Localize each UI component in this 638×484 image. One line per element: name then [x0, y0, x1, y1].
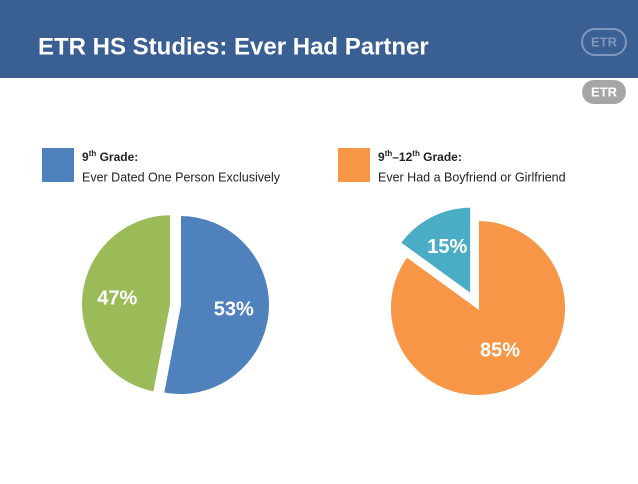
pie-slice — [398, 205, 473, 297]
legend-text: Ever Had a Boyfriend or Girlfriend — [378, 170, 566, 184]
value-label: 85% — [480, 339, 520, 361]
legend-heading: 9th–12th Grade: — [378, 149, 462, 164]
superscript: th — [412, 149, 420, 158]
value-label: 47% — [97, 287, 137, 309]
logo-badge — [582, 80, 626, 104]
legend-swatch — [338, 148, 370, 182]
legend-text: Ever Dated One Person Exclusively — [82, 170, 281, 184]
heading-part: 9 — [378, 150, 385, 164]
legend-swatch — [42, 148, 74, 182]
legend-heading: 9th Grade: — [82, 149, 138, 164]
heading-part: Grade: — [96, 150, 138, 164]
pie-slice — [389, 218, 567, 397]
heading-part: 9 — [82, 150, 89, 164]
heading-part: –12 — [392, 150, 412, 164]
logo-text: ETR — [591, 84, 618, 99]
pie-slice — [161, 213, 271, 396]
value-label: 53% — [214, 298, 254, 320]
superscript: th — [385, 149, 393, 158]
pie-slice — [80, 213, 173, 394]
heading-part: Grade: — [420, 150, 462, 164]
slide-title: ETR HS Studies: Ever Had Partner — [38, 33, 429, 60]
logo-text: ETR — [591, 34, 618, 49]
header-bar — [0, 0, 638, 78]
superscript: th — [89, 149, 97, 158]
logo-outline — [581, 28, 627, 56]
value-label: 15% — [427, 236, 467, 258]
